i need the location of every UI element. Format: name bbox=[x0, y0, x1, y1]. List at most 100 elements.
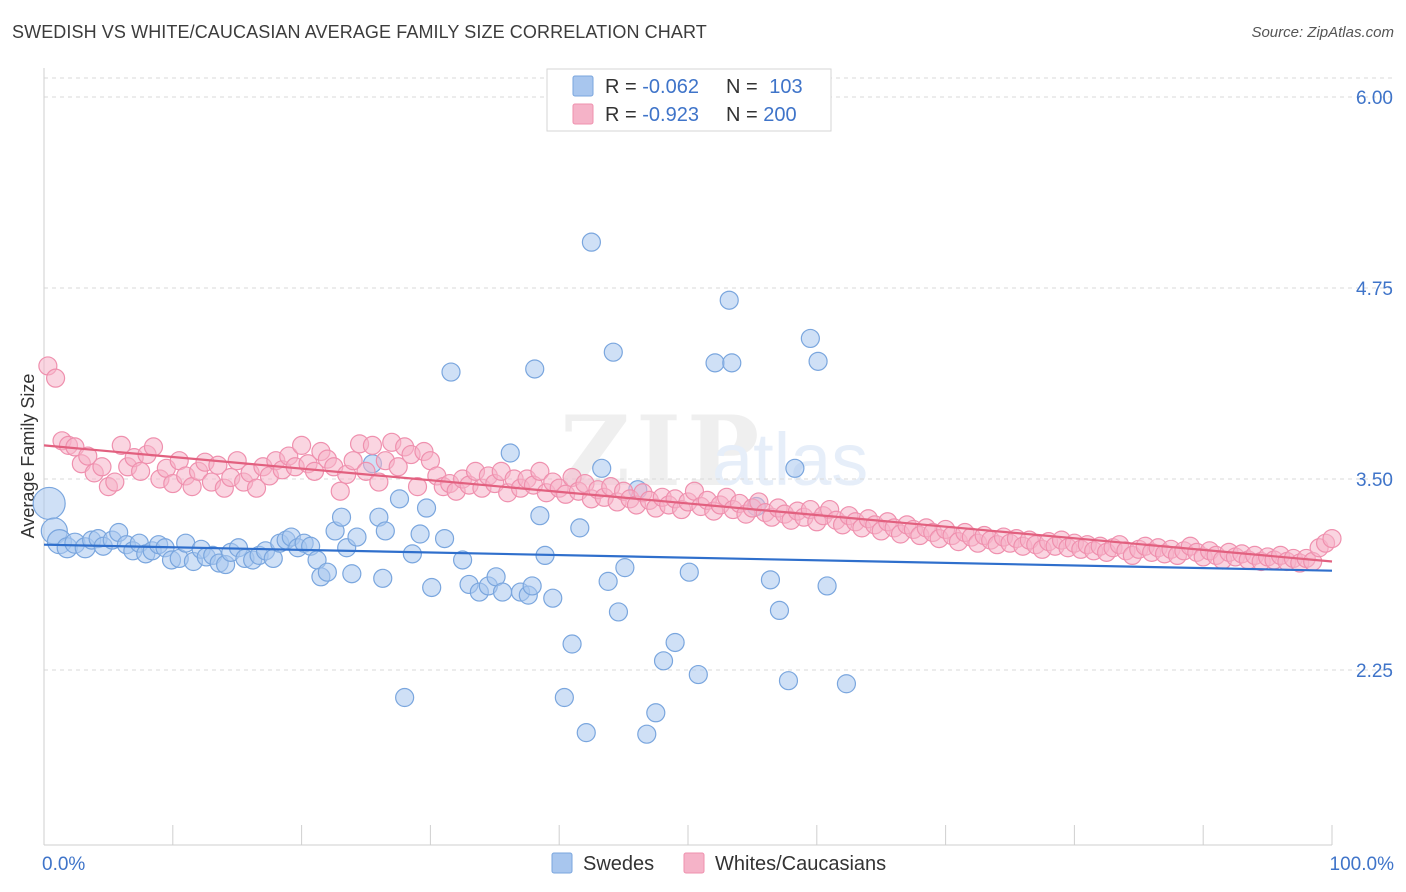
legend-bottom: Swedes Whites/Caucasians bbox=[551, 852, 886, 875]
point-swedes bbox=[441, 362, 461, 382]
point-swedes bbox=[453, 550, 473, 570]
point-whites bbox=[143, 437, 164, 457]
point-swedes bbox=[760, 570, 781, 590]
point-swedes bbox=[598, 571, 618, 591]
legend-n-whites: N = 200 bbox=[726, 104, 797, 126]
legend-n-value-swedes: 103 bbox=[769, 76, 802, 98]
legend-r-label-swedes: R = bbox=[605, 76, 642, 98]
legend-bottom-label-swedes: Swedes bbox=[583, 853, 654, 875]
legend-n-label-whites: N = bbox=[726, 104, 763, 126]
point-swedes bbox=[570, 518, 590, 538]
point-swedes bbox=[395, 687, 415, 708]
point-swedes bbox=[688, 664, 708, 685]
point-swedes bbox=[331, 507, 352, 527]
point-swedes bbox=[608, 602, 629, 622]
point-swedes bbox=[32, 486, 66, 521]
legend-r-label-whites: R = bbox=[605, 104, 642, 126]
point-swedes bbox=[836, 674, 857, 694]
legend-n-swedes: N = 103 bbox=[726, 76, 803, 98]
point-swedes bbox=[422, 577, 442, 598]
watermark-atlas: atlas bbox=[712, 418, 868, 501]
point-swedes bbox=[615, 558, 635, 578]
point-swedes bbox=[705, 353, 725, 373]
point-swedes bbox=[342, 564, 362, 584]
point-swedes bbox=[679, 562, 699, 582]
point-swedes bbox=[603, 342, 623, 362]
x-ticks bbox=[43, 825, 1333, 845]
point-swedes bbox=[769, 600, 790, 621]
x-tick-label-end: 100.0% bbox=[1330, 854, 1395, 875]
point-whites bbox=[330, 481, 350, 501]
point-whites bbox=[407, 477, 428, 497]
point-swedes bbox=[719, 290, 739, 310]
legend-top-box bbox=[546, 68, 832, 132]
point-whites bbox=[292, 435, 312, 455]
point-swedes bbox=[492, 582, 513, 602]
y-tick-label: 4.75 bbox=[1356, 279, 1393, 300]
point-whites bbox=[111, 435, 131, 455]
point-swedes bbox=[434, 528, 455, 549]
point-whites bbox=[362, 435, 383, 455]
point-swedes bbox=[817, 576, 837, 596]
point-swedes bbox=[778, 671, 799, 691]
point-swedes bbox=[637, 724, 657, 744]
point-swedes bbox=[592, 458, 612, 478]
legend-bottom-swatch-whites bbox=[683, 852, 705, 874]
point-swedes bbox=[722, 353, 742, 373]
legend-top: R = -0.062 N = 103 R = -0.923 N = 200 bbox=[546, 68, 832, 132]
y-axis-label: Average Family Size bbox=[18, 374, 38, 539]
legend-row-whites: R = -0.923 bbox=[605, 104, 699, 126]
point-swedes bbox=[317, 562, 337, 582]
legend-row-swedes: R = -0.062 bbox=[605, 76, 699, 98]
legend-bottom-swatch-swedes bbox=[551, 852, 573, 874]
point-swedes bbox=[347, 527, 367, 547]
point-swedes bbox=[785, 458, 805, 478]
point-swedes bbox=[389, 489, 410, 509]
point-swedes bbox=[375, 521, 395, 541]
point-whites bbox=[530, 461, 550, 481]
trend-line-whites bbox=[43, 444, 1333, 563]
point-swedes bbox=[576, 723, 596, 743]
point-whites bbox=[78, 446, 98, 466]
y-tick-label: 2.25 bbox=[1356, 661, 1393, 682]
point-swedes bbox=[416, 498, 437, 518]
series-whites-points bbox=[38, 356, 1342, 573]
point-whites bbox=[388, 457, 408, 477]
point-whites bbox=[246, 478, 267, 498]
legend-swatch-swedes bbox=[572, 75, 594, 97]
point-whites bbox=[343, 451, 363, 471]
point-swedes bbox=[522, 576, 542, 596]
legend-swatch-whites bbox=[572, 103, 594, 125]
point-swedes bbox=[653, 651, 674, 671]
point-swedes bbox=[646, 703, 666, 723]
point-swedes bbox=[410, 524, 430, 544]
point-swedes bbox=[373, 568, 393, 588]
point-whites bbox=[227, 451, 247, 471]
legend-n-label-swedes: N = bbox=[726, 76, 763, 98]
trend-lines bbox=[43, 444, 1333, 572]
trend-line-swedes bbox=[43, 543, 1333, 572]
point-whites bbox=[369, 472, 389, 492]
y-tick-label: 3.50 bbox=[1356, 470, 1393, 491]
point-swedes bbox=[525, 359, 545, 379]
point-whites bbox=[131, 461, 151, 481]
point-swedes bbox=[800, 328, 820, 349]
gridlines bbox=[44, 77, 1394, 671]
point-whites bbox=[92, 457, 112, 477]
point-swedes bbox=[554, 687, 574, 708]
legend-bottom-label-whites: Whites/Caucasians bbox=[715, 853, 886, 875]
y-tick-label: 6.00 bbox=[1356, 88, 1393, 109]
point-swedes bbox=[543, 588, 563, 608]
legend-r-value-swedes: -0.062 bbox=[642, 76, 699, 98]
point-swedes bbox=[500, 443, 520, 463]
source-label: Source: ZipAtlas.com bbox=[1251, 24, 1394, 41]
point-swedes bbox=[665, 632, 685, 653]
point-swedes bbox=[402, 544, 422, 564]
legend-r-value-whites: -0.923 bbox=[642, 104, 699, 126]
y-tick-labels: 2.25 3.50 4.75 6.00 bbox=[1356, 88, 1393, 682]
point-swedes bbox=[562, 634, 582, 654]
point-whites bbox=[105, 472, 125, 492]
point-swedes bbox=[581, 232, 602, 252]
point-swedes bbox=[808, 351, 828, 371]
